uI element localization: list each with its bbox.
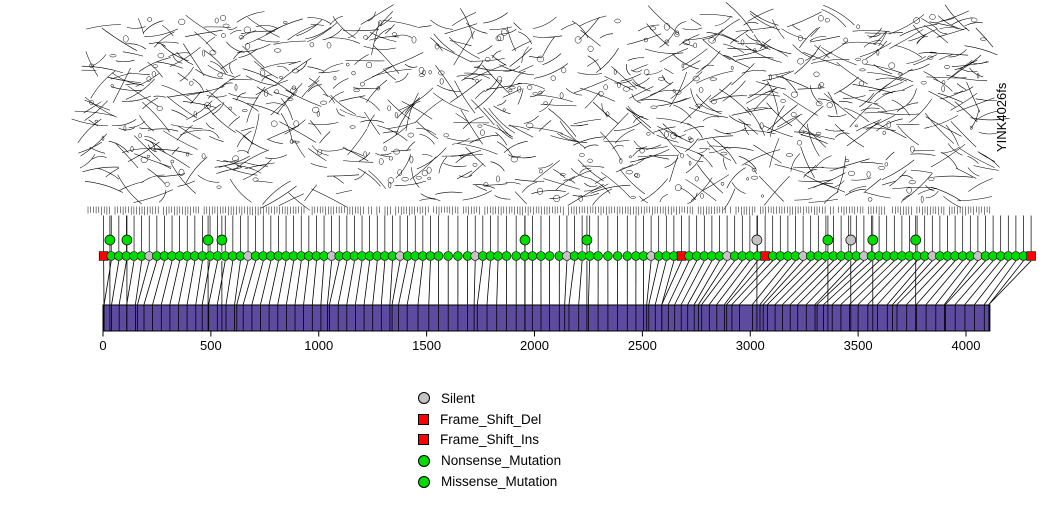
gene-body-bar xyxy=(102,304,991,332)
mutation-labels-scribble xyxy=(71,2,1010,211)
legend-item-nonsense-mutation: Nonsense_Mutation xyxy=(418,450,561,471)
legend-item-frame-shift-del: Frame_Shift_Del xyxy=(418,409,561,430)
svg-text:3000: 3000 xyxy=(736,338,765,353)
svg-text:2500: 2500 xyxy=(628,338,657,353)
legend-label: Missense_Mutation xyxy=(441,474,558,490)
legend-item-frame-shift-ins: Frame_Shift_Ins xyxy=(418,430,561,451)
legend-label: Silent xyxy=(441,390,475,406)
svg-text:1500: 1500 xyxy=(412,338,441,353)
nonsense-circle-icon xyxy=(418,454,430,467)
svg-text:3500: 3500 xyxy=(844,338,873,353)
svg-text:2000: 2000 xyxy=(520,338,549,353)
svg-text:0: 0 xyxy=(99,338,106,353)
mutation-markers xyxy=(98,234,1036,261)
legend-item-silent: Silent xyxy=(418,388,561,409)
svg-text:500: 500 xyxy=(200,338,222,353)
silent-circle-icon xyxy=(418,392,430,405)
mutation-label-yink4026fs: YINK4026fs xyxy=(994,82,1009,152)
legend-item-missense-mutation: Missense_Mutation xyxy=(418,471,561,492)
mutation-connector-lines xyxy=(103,260,1032,331)
svg-text:1000: 1000 xyxy=(304,338,333,353)
legend-label: Frame_Shift_Del xyxy=(440,411,542,427)
lollipop-stems xyxy=(103,215,1032,252)
frame-shift-del-square-icon xyxy=(418,413,429,425)
frame-shift-ins-square-icon xyxy=(418,434,429,446)
x-axis: 0 500 1000 1500 2000 2500 3000 3500 4000 xyxy=(99,331,980,353)
missense-circle-icon xyxy=(418,475,430,488)
legend: Silent Frame_Shift_Del Frame_Shift_Ins N… xyxy=(418,388,561,492)
legend-label: Frame_Shift_Ins xyxy=(440,432,540,448)
svg-text:4000: 4000 xyxy=(952,338,981,353)
legend-label: Nonsense_Mutation xyxy=(441,453,562,469)
label-anchor-ticks xyxy=(87,206,991,216)
